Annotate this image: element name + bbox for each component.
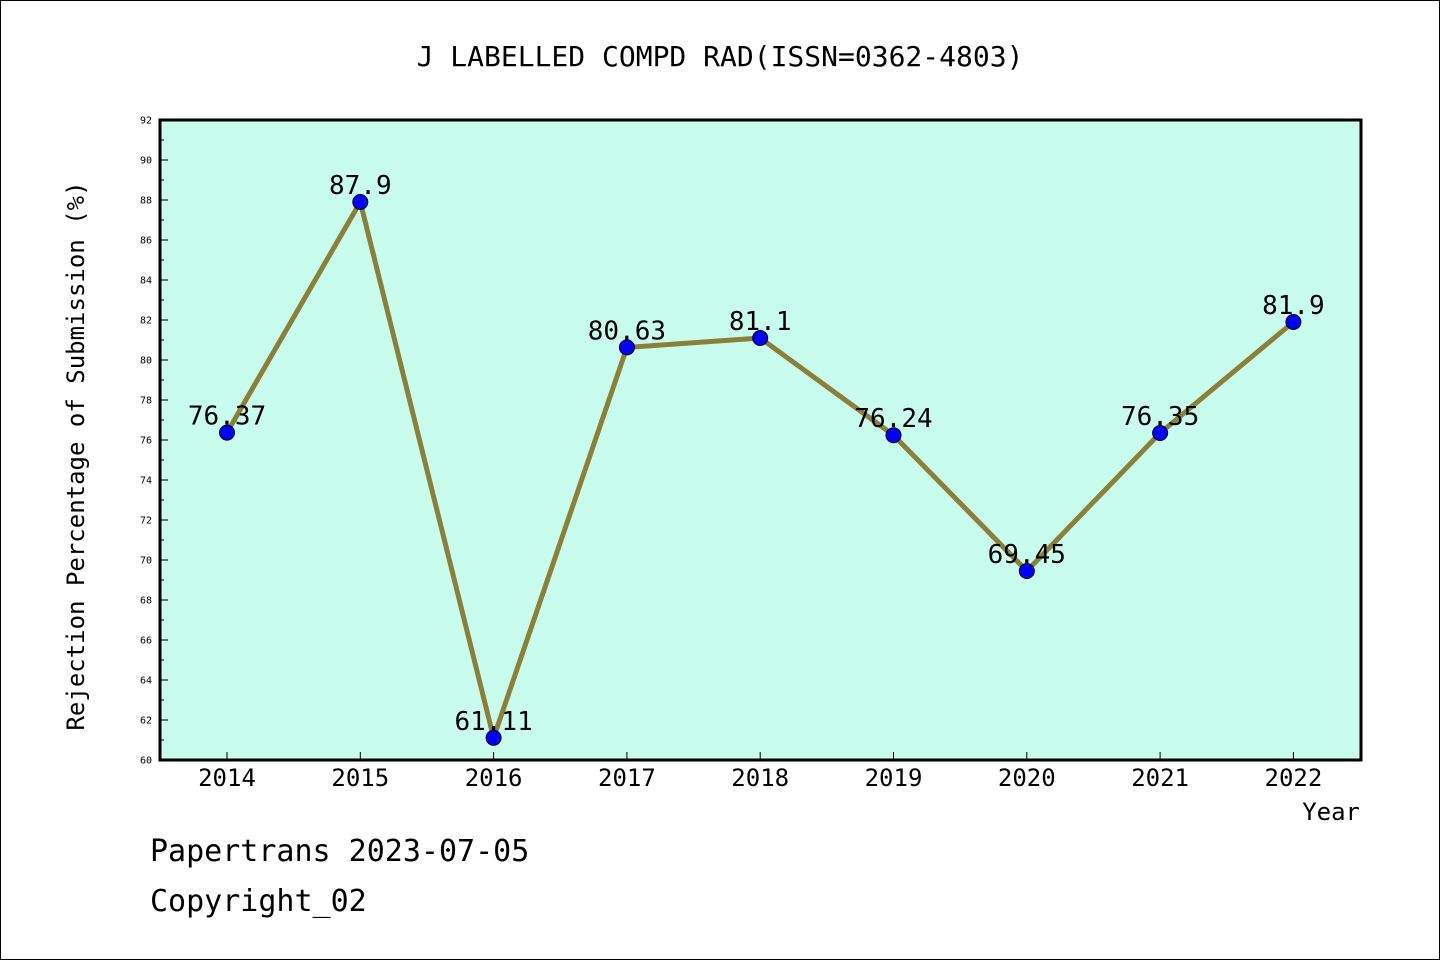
y-tick-label: 68 [140,596,152,607]
y-tick-label: 80 [140,356,152,367]
y-tick-label: 60 [140,756,152,767]
data-label: 76.35 [1121,402,1199,432]
chart-title: J LABELLED COMPD RAD(ISSN=0362-4803) [417,40,1024,73]
data-point [352,194,369,210]
data-label: 80.63 [588,316,666,346]
y-tick-label: 88 [140,196,152,207]
data-labels: 76.37 87.9 61.11 80.63 81.1 76.24 69.45 76.35 81… [188,171,1325,737]
y-tick-label: 86 [140,236,152,247]
x-tick-label: 2014 [198,764,256,792]
data-label: 87.9 [329,171,392,201]
y-tick-label: 74 [140,476,152,487]
x-tick-label: 2021 [1131,764,1189,792]
y-tick-label: 78 [140,396,152,407]
data-markers [219,194,1302,746]
y-tick-label: 66 [140,636,152,647]
data-label: 76.24 [854,404,932,434]
data-point [1152,425,1169,441]
data-point [618,339,635,356]
data-point [1285,314,1302,330]
x-tick-label: 2015 [331,764,389,792]
plot-border [158,118,1363,762]
y-tick-label: 70 [140,556,152,567]
data-label: 69.45 [988,540,1066,570]
data-point [885,427,902,444]
data-point [485,729,502,746]
x-tick-label: 2022 [1265,764,1323,792]
y-tick-label: 76 [140,436,152,447]
data-point [219,424,235,441]
footer-copyright-line: Copyright_02 [150,884,367,919]
axis-ticks: 60 62 64 66 68 70 72 74 76 78 80 82 84 86 88 90 92 2014 20… [140,116,1322,793]
y-tick-label: 64 [140,676,152,687]
footer-date-line: Papertrans 2023-07-05 [150,834,530,869]
y-tick-label: 84 [140,276,152,287]
data-label: 61.11 [454,707,532,737]
data-label: 76.37 [188,402,266,432]
y-axis-label: Rejection Percentage of Submission (%) [62,181,90,730]
plot-area [160,120,1361,760]
y-tick-label: 72 [140,516,152,527]
x-axis-label: Year [1302,798,1360,826]
y-tick-label: 62 [140,716,152,727]
data-label: 81.9 [1262,291,1325,321]
x-tick-label: 2018 [731,764,789,792]
data-label: 81.1 [729,307,792,337]
x-tick-label: 2016 [465,764,523,792]
data-point [1018,563,1035,579]
y-tick-label: 90 [140,156,152,167]
data-point [752,330,769,346]
y-tick-label: 82 [140,316,152,327]
x-tick-label: 2017 [598,764,656,792]
y-tick-label: 92 [140,116,152,127]
x-tick-label: 2020 [998,764,1056,792]
x-tick-label: 2019 [865,764,923,792]
